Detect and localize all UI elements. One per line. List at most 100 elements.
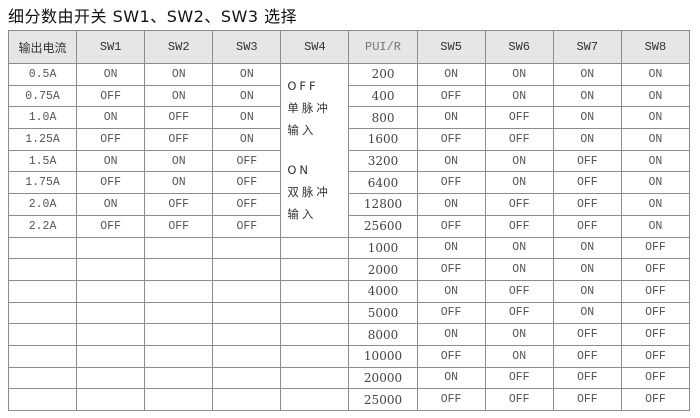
output-current-cell: 0.75A xyxy=(7,84,78,108)
output-current-cell: 1.75A xyxy=(7,171,78,195)
output-current-cell: 2.2A xyxy=(7,214,78,238)
sw4-mode-cell: OFF 单脉冲输入 ON 双脉冲输入 xyxy=(280,63,350,238)
sw8-cell: ON xyxy=(620,84,691,108)
sw5-cell: ON xyxy=(416,323,486,346)
header-sw3: SW3 xyxy=(212,30,282,64)
sw6-cell: OFF xyxy=(484,366,554,390)
sw8-cell: OFF xyxy=(620,366,691,390)
sw8-cell: OFF xyxy=(620,301,691,325)
table-row: 2.2A OFF OFF OFF 25600 OFF OFF OFF ON xyxy=(7,214,691,238)
sw7-cell: ON xyxy=(552,236,622,260)
sw2-cell: OFF xyxy=(144,193,214,216)
sw6-cell: OFF xyxy=(484,388,554,411)
sw6-cell: OFF xyxy=(484,128,554,151)
pulse-rev-cell: 6400 xyxy=(348,171,418,195)
empty-cell xyxy=(76,323,146,346)
empty-cell xyxy=(76,344,146,368)
empty-cell xyxy=(212,258,282,281)
sw2-cell: OFF xyxy=(144,128,214,151)
table-row: 0.5A ON ON ON OFF 单脉冲输入 ON 双脉冲输入 200 ON ON ON ON xyxy=(7,63,691,238)
empty-cell xyxy=(144,279,214,303)
sw6-cell: ON xyxy=(484,149,554,173)
sw5-cell: OFF xyxy=(416,128,486,151)
pulse-rev-cell: 2000 xyxy=(348,258,418,281)
header-sw8: SW8 xyxy=(620,30,691,64)
empty-cell xyxy=(212,366,282,390)
pulse-rev-cell: 12800 xyxy=(348,193,418,216)
sw3-cell: ON xyxy=(212,128,282,151)
pulse-rev-cell: 4000 xyxy=(348,279,418,303)
table-row: 1.75A OFF ON OFF 6400 OFF ON OFF ON xyxy=(7,171,691,195)
sw5-cell: ON xyxy=(416,149,486,173)
table-row: 4000 ON OFF ON OFF xyxy=(7,279,691,303)
empty-cell xyxy=(280,258,350,281)
empty-cell xyxy=(280,323,350,346)
empty-cell xyxy=(76,258,146,281)
header-sw6: SW6 xyxy=(484,30,554,64)
empty-cell xyxy=(144,301,214,325)
sw7-cell: ON xyxy=(552,63,622,86)
sw8-cell: ON xyxy=(620,171,691,195)
empty-cell xyxy=(76,366,146,390)
sw7-cell: OFF xyxy=(552,366,622,390)
empty-cell xyxy=(144,323,214,346)
output-current-cell: 1.5A xyxy=(7,149,78,173)
sw7-cell: OFF xyxy=(552,171,622,195)
pulse-rev-cell: 10000 xyxy=(348,344,418,368)
empty-cell xyxy=(212,344,282,368)
empty-cell xyxy=(280,236,350,260)
sw7-cell: OFF xyxy=(552,388,622,411)
pulse-rev-cell: 1600 xyxy=(348,128,418,151)
sw8-cell: ON xyxy=(620,128,691,151)
sw8-cell: OFF xyxy=(620,344,691,368)
sw5-cell: OFF xyxy=(416,301,486,325)
sw3-cell: OFF xyxy=(212,171,282,195)
empty-cell xyxy=(212,323,282,346)
pulse-rev-cell: 800 xyxy=(348,106,418,130)
sw8-cell: ON xyxy=(620,106,691,130)
output-current-cell: 1.25A xyxy=(7,128,78,151)
sw2-cell: ON xyxy=(144,84,214,108)
sw5-cell: ON xyxy=(416,106,486,130)
sw3-cell: ON xyxy=(212,106,282,130)
sw1-cell: ON xyxy=(76,106,146,130)
sw5-cell: OFF xyxy=(416,171,486,195)
table-row: 2.0A ON OFF OFF 12800 ON OFF OFF ON xyxy=(7,193,691,216)
empty-cell xyxy=(7,279,78,303)
table-row: 1.5A ON ON OFF 3200 ON ON OFF ON xyxy=(7,149,691,173)
header-sw5: SW5 xyxy=(416,30,486,64)
sw3-cell: OFF xyxy=(212,214,282,238)
sw7-cell: OFF xyxy=(552,323,622,346)
sw7-cell: ON xyxy=(552,128,622,151)
sw7-cell: OFF xyxy=(552,214,622,238)
sw2-cell: OFF xyxy=(144,106,214,130)
sw5-cell: ON xyxy=(416,193,486,216)
sw5-cell: OFF xyxy=(416,84,486,108)
sw6-cell: OFF xyxy=(484,301,554,325)
empty-cell xyxy=(212,388,282,411)
empty-cell xyxy=(76,301,146,325)
sw2-cell: ON xyxy=(144,63,214,86)
pulse-rev-cell: 200 xyxy=(348,63,418,86)
sw1-cell: OFF xyxy=(76,171,146,195)
dip-switch-table: 输出电流 SW1 SW2 SW3 SW4 PUI/R SW5 SW6 SW7 S… xyxy=(7,30,691,411)
table-row: 2000 OFF ON ON OFF xyxy=(7,258,691,281)
sw4-on-label: ON xyxy=(287,163,312,178)
empty-cell xyxy=(212,301,282,325)
sw8-cell: OFF xyxy=(620,323,691,346)
sw7-cell: ON xyxy=(552,106,622,130)
table-row: 25000 OFF OFF OFF OFF xyxy=(7,388,691,411)
pulse-rev-cell: 25000 xyxy=(348,388,418,411)
sw7-cell: OFF xyxy=(552,193,622,216)
empty-cell xyxy=(7,366,78,390)
sw6-cell: ON xyxy=(484,323,554,346)
sw8-cell: ON xyxy=(620,193,691,216)
pulse-rev-cell: 5000 xyxy=(348,301,418,325)
empty-cell xyxy=(212,236,282,260)
sw5-cell: ON xyxy=(416,236,486,260)
header-sw4: SW4 xyxy=(280,30,350,64)
header-sw7: SW7 xyxy=(552,30,622,64)
sw4-off-label: OFF xyxy=(287,79,319,94)
sw6-cell: OFF xyxy=(484,214,554,238)
sw7-cell: ON xyxy=(552,279,622,303)
